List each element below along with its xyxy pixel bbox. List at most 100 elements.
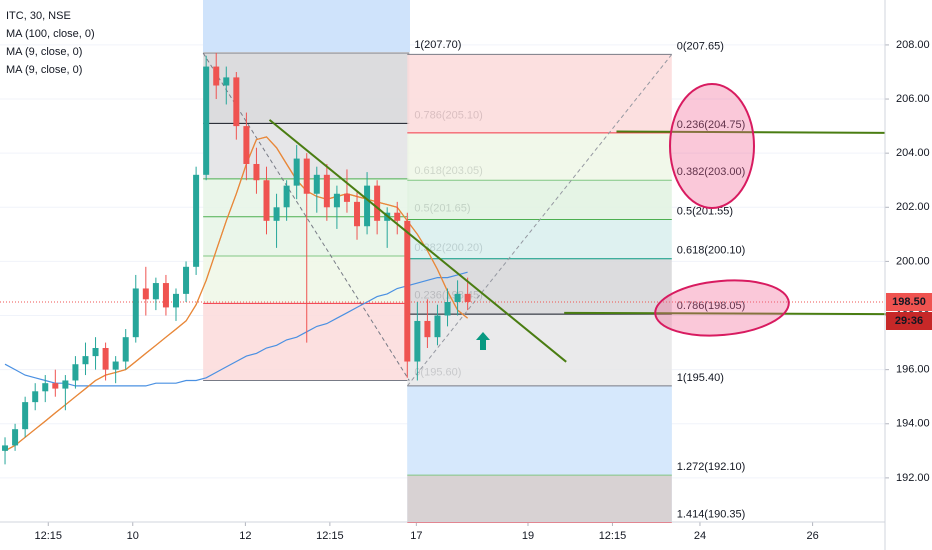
candle-body: [172, 293, 179, 308]
y-tick-label: 200.00: [896, 255, 930, 267]
highlight-circle: [654, 279, 790, 337]
fib-zone: [407, 314, 672, 386]
candle-body: [424, 320, 431, 338]
price-tag-label: 198.50: [892, 296, 926, 308]
annotations: [476, 83, 790, 350]
candle-body: [364, 185, 371, 227]
candle-body: [343, 193, 350, 202]
x-tick-label: 24: [694, 530, 706, 542]
plot: [0, 53, 888, 465]
fib-zone: [407, 132, 672, 181]
candle-body: [142, 288, 149, 300]
y-tick-label: 208.00: [896, 39, 930, 51]
fib-label: 0.382(203.00): [677, 166, 746, 178]
candle-body: [273, 207, 280, 221]
candle-body: [213, 66, 220, 86]
ma-line: [4, 136, 468, 452]
x-tick-label: 12:15: [599, 530, 627, 542]
candle-body: [394, 212, 401, 221]
y-tick-label: 202.00: [896, 201, 930, 213]
fib-trend: [406, 54, 673, 387]
fib-label: 0.786(198.05): [677, 300, 746, 312]
x-tick-label: 12: [239, 530, 251, 542]
candle-body: [12, 429, 19, 446]
legend-entry: MA (9, close, 0): [6, 46, 82, 58]
x-tick-label: 12:15: [35, 530, 63, 542]
fib-label: 1.414(190.35): [677, 508, 746, 520]
fib-label: 0.618(200.10): [677, 245, 746, 257]
candle-body: [434, 315, 441, 338]
fib-label: 1.272(192.10): [677, 461, 746, 473]
y-tick-label: 192.00: [896, 472, 930, 484]
countdown-label: 29:36: [895, 315, 923, 327]
fib-zone: [203, 216, 410, 256]
date-band: [203, 0, 410, 52]
legend-entry: MA (9, close, 0): [6, 64, 82, 76]
candle-body: [464, 293, 471, 302]
candle-body: [152, 283, 159, 300]
ma-line: [4, 271, 468, 387]
fib-label: 0.236(204.75): [677, 119, 746, 131]
fib-zone: [407, 54, 672, 133]
symbol-title: ITC, 30, NSE: [6, 10, 71, 22]
candle-body: [404, 220, 411, 362]
y-tick-label: 206.00: [896, 93, 930, 105]
candle-body: [132, 288, 139, 338]
candle-body: [203, 66, 210, 175]
countdown-tag: [886, 311, 932, 330]
fib-label: 1(207.70): [414, 39, 461, 51]
candle-body: [444, 301, 451, 316]
candle-body: [102, 348, 109, 370]
candle-body: [283, 185, 290, 208]
fib-zone: [203, 255, 410, 304]
candle-body: [92, 348, 99, 357]
legend-entry: MA (100, close, 0): [6, 28, 95, 40]
candle-body: [162, 283, 169, 308]
y-tick-label: 204.00: [896, 147, 930, 159]
fib-zone: [407, 180, 672, 220]
candle-body: [233, 77, 240, 127]
candle-body: [122, 337, 129, 362]
arrow-up: [476, 332, 490, 350]
candle-body: [354, 201, 361, 227]
candle-body: [313, 174, 320, 194]
fib-zone: [407, 219, 672, 259]
candle-body: [72, 364, 79, 381]
candle-body: [263, 180, 270, 221]
fib-zone: [203, 303, 410, 381]
fib-zone: [407, 475, 672, 523]
candle-body: [253, 163, 260, 181]
trendline: [616, 130, 886, 134]
candle-body: [62, 380, 69, 389]
candle-body: [22, 402, 29, 430]
candle-body: [112, 361, 119, 370]
x-tick-label: 19: [522, 530, 534, 542]
candle-body: [323, 174, 330, 208]
candle-body: [454, 293, 461, 302]
candle-body: [293, 158, 300, 186]
fib-label: 0.5(201.55): [677, 205, 733, 217]
price-tag: [886, 292, 932, 311]
candle-body: [183, 266, 190, 294]
candle-body: [223, 77, 230, 86]
candle-body: [414, 320, 421, 362]
x-tick-label: 26: [806, 530, 818, 542]
candle-body: [243, 126, 250, 164]
candle-body: [52, 383, 59, 389]
highlight-circle: [669, 83, 755, 209]
fib-label: 1(195.40): [677, 372, 724, 384]
candle-body: [82, 356, 89, 365]
x-tick-label: 10: [127, 530, 139, 542]
candle-body: [374, 185, 381, 221]
x-tick-label: 17: [410, 530, 422, 542]
candle-body: [333, 193, 340, 208]
trendline: [268, 119, 567, 363]
candle-body: [2, 445, 9, 451]
y-tick-label: 196.00: [896, 364, 930, 376]
fib-zone: [407, 385, 672, 476]
candle-body: [193, 174, 200, 267]
trendline: [564, 311, 888, 316]
candle-body: [42, 383, 49, 392]
candle-body: [32, 391, 39, 403]
